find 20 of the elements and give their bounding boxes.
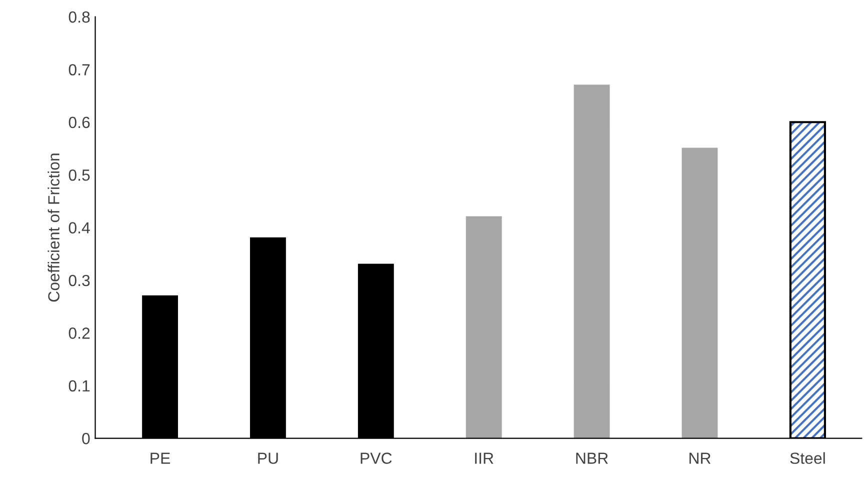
- x-tick-label: NBR: [576, 452, 608, 464]
- y-tick-label: 0: [82, 432, 90, 444]
- y-tick-label: 0.3: [68, 274, 90, 286]
- x-tick-label: PU: [258, 452, 278, 464]
- bar: [574, 84, 610, 438]
- x-tick-label: IIR: [475, 452, 494, 464]
- x-tick-label: PVC: [360, 452, 392, 464]
- x-tick-label: Steel: [790, 452, 825, 464]
- x-tick-label: PE: [150, 452, 170, 464]
- y-tick-label: 0.7: [68, 64, 90, 76]
- y-axis-title: Coefficient of Friction: [48, 154, 60, 302]
- y-tick-label: 0.2: [68, 328, 90, 339]
- x-tick-label: NR: [690, 452, 711, 464]
- y-tick-label: 0.5: [68, 169, 90, 181]
- y-tick-label: 0.6: [68, 116, 90, 128]
- y-tick-label: 0.4: [68, 222, 90, 234]
- bar: [682, 148, 718, 438]
- bar: [466, 216, 502, 438]
- y-tick-label: 0.8: [68, 11, 90, 23]
- y-tick-label: 0.1: [68, 380, 90, 392]
